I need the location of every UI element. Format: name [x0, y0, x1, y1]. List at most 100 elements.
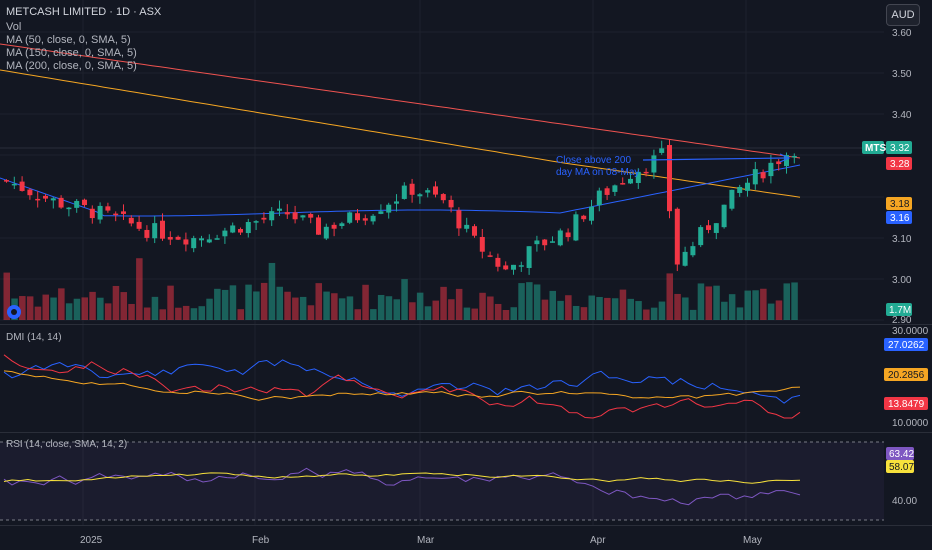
volume-bar	[767, 303, 775, 320]
volume-bar	[557, 300, 564, 320]
annotation-line-1: Close above 200	[556, 155, 631, 166]
candle-body	[199, 238, 204, 241]
candlesticks	[4, 139, 797, 275]
volume-bar	[752, 290, 759, 320]
candle-body	[152, 223, 158, 239]
candle-body	[706, 225, 711, 230]
volume-bar	[151, 296, 159, 320]
candle-body	[253, 221, 259, 223]
volume-bar	[299, 296, 307, 320]
symbol-title[interactable]: METCASH LIMITED · 1D · ASX	[6, 6, 162, 18]
volume-bar	[26, 296, 34, 320]
volume-bar	[42, 294, 49, 320]
volume-bar	[385, 296, 393, 320]
candle-body	[487, 255, 493, 257]
symbol-tag-text: MTS	[865, 143, 886, 154]
rsi-value: 63.42	[889, 449, 914, 460]
candle-body	[503, 265, 509, 270]
time-tick: 2025	[80, 535, 103, 546]
volume-bar	[541, 299, 549, 320]
volume-bar	[479, 292, 486, 320]
dmi-plus-value: 27.0262	[888, 340, 925, 351]
ma-150-line	[0, 69, 801, 198]
candle-body	[526, 246, 532, 268]
candle-body	[378, 211, 384, 214]
volume-bar	[744, 290, 751, 320]
price-tick: 2.90	[892, 315, 912, 326]
ma50-tag-text: 3.16	[890, 213, 910, 224]
volume-bar	[432, 300, 439, 320]
candle-body	[35, 198, 41, 201]
candle-body	[11, 183, 17, 186]
annotation-arrow	[642, 153, 791, 163]
last-price-tag	[886, 141, 912, 154]
volume-bar	[284, 291, 291, 320]
currency-button[interactable]: AUD	[886, 4, 920, 26]
candle-body	[776, 161, 782, 165]
candle-body	[440, 194, 446, 201]
volume-bar	[34, 306, 42, 320]
rsi-ma-tag	[886, 460, 914, 473]
volume-bar	[440, 286, 447, 320]
candle-body	[105, 206, 111, 211]
volume-bar	[572, 305, 580, 320]
candle-body	[596, 190, 602, 206]
candle-body	[50, 198, 56, 201]
candle-body	[635, 171, 641, 184]
dmi-tick: 10.0000	[892, 418, 929, 429]
candle-body	[643, 171, 649, 174]
volume-bar	[276, 286, 283, 320]
candle-body	[245, 222, 251, 234]
candle-body	[495, 257, 501, 267]
candle-body	[721, 204, 727, 228]
volume-bar	[448, 299, 455, 320]
candle-body	[222, 230, 228, 237]
candle-body	[479, 236, 485, 252]
candle-body	[300, 215, 306, 218]
candle-body	[339, 223, 345, 227]
ma200-legend[interactable]: MA (200, close, 0, SMA, 5)	[6, 60, 137, 72]
ma50-legend[interactable]: MA (50, close, 0, SMA, 5)	[6, 34, 131, 46]
price-tick: 3.50	[892, 69, 912, 80]
volume-bar	[666, 273, 673, 320]
candle-body	[19, 181, 25, 191]
rsi-ma-value: 58.07	[889, 462, 914, 473]
volume-bar	[370, 309, 377, 320]
volume-bar	[346, 296, 354, 320]
time-tick: Feb	[252, 535, 270, 546]
volume-bar	[455, 288, 463, 320]
time-tick: Mar	[417, 535, 435, 546]
volume-bar	[206, 298, 213, 320]
volume-bar	[245, 284, 252, 320]
vol-legend[interactable]: Vol	[6, 21, 22, 33]
dmi-minus-tag	[884, 397, 928, 410]
candle-body	[674, 208, 680, 265]
candle-body	[238, 229, 243, 233]
volume-bar	[760, 288, 767, 320]
volume-bar	[128, 303, 135, 320]
candle-body	[690, 246, 696, 256]
volume-bar	[120, 292, 127, 320]
volume-bar	[81, 297, 88, 320]
candle-body	[284, 212, 290, 215]
candle-body	[565, 232, 571, 238]
candle-body	[347, 212, 353, 223]
volume-bar	[73, 298, 81, 320]
rsi-ma-line	[3, 472, 801, 484]
volume-bar	[323, 291, 330, 320]
volume-bar	[705, 286, 712, 320]
ma150-legend[interactable]: MA (150, close, 0, SMA, 5)	[6, 47, 137, 59]
volume-bar	[775, 300, 783, 320]
volume-bar	[596, 296, 603, 320]
dmi-plus-line	[3, 359, 801, 404]
volume-bar	[58, 288, 65, 320]
volume-bar	[221, 289, 229, 320]
candle-body	[433, 186, 438, 195]
ma150-tag-text: 3.18	[890, 199, 910, 210]
candle-body	[651, 155, 657, 173]
volume-bar	[401, 279, 408, 320]
volume-bar	[362, 284, 369, 320]
rsi-legend[interactable]: RSI (14, close, SMA, 14, 2)	[6, 439, 127, 450]
dmi-legend[interactable]: DMI (14, 14)	[6, 332, 62, 343]
